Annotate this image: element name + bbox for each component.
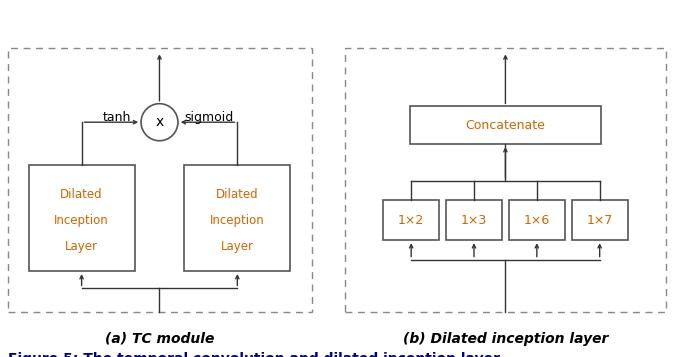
Text: Layer: Layer bbox=[65, 240, 98, 253]
Bar bbox=[184, 165, 290, 271]
Bar bbox=[8, 48, 312, 312]
Text: 1×7: 1×7 bbox=[587, 214, 613, 227]
Text: 1×2: 1×2 bbox=[398, 214, 424, 227]
Bar bbox=[383, 201, 439, 240]
Text: Dilated: Dilated bbox=[216, 188, 259, 201]
Bar bbox=[29, 165, 135, 271]
Text: Figure 5: The temporal convolution and dilated inception layer.: Figure 5: The temporal convolution and d… bbox=[8, 352, 503, 357]
Bar bbox=[509, 201, 565, 240]
Bar bbox=[345, 48, 666, 312]
Text: x: x bbox=[155, 115, 164, 129]
Text: sigmoid: sigmoid bbox=[184, 111, 234, 124]
Text: (b) Dilated inception layer: (b) Dilated inception layer bbox=[403, 332, 608, 346]
Text: 1×6: 1×6 bbox=[524, 214, 550, 227]
Text: tanh: tanh bbox=[103, 111, 131, 124]
Text: 1×3: 1×3 bbox=[461, 214, 487, 227]
Text: Inception: Inception bbox=[54, 214, 109, 227]
Text: (a) TC module: (a) TC module bbox=[105, 332, 215, 346]
Text: Concatenate: Concatenate bbox=[466, 119, 545, 132]
Bar bbox=[410, 106, 601, 144]
Text: Inception: Inception bbox=[210, 214, 265, 227]
Bar bbox=[446, 201, 502, 240]
Bar bbox=[572, 201, 628, 240]
Circle shape bbox=[141, 104, 178, 141]
Text: Layer: Layer bbox=[221, 240, 254, 253]
Text: Dilated: Dilated bbox=[60, 188, 103, 201]
